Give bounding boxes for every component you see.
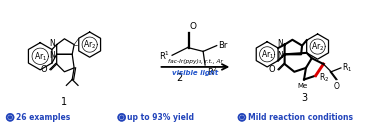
Circle shape <box>239 114 245 121</box>
Text: Ar$_2$: Ar$_2$ <box>311 40 324 53</box>
Text: fac-Ir(ppy)₃, r.t., Ar: fac-Ir(ppy)₃, r.t., Ar <box>168 59 223 64</box>
Text: Me: Me <box>297 83 307 89</box>
Text: 3: 3 <box>301 93 307 103</box>
Text: O: O <box>40 65 47 74</box>
Text: Br: Br <box>218 41 227 50</box>
Text: 26 examples: 26 examples <box>16 113 70 122</box>
Text: N: N <box>277 39 283 48</box>
Circle shape <box>118 114 125 121</box>
Text: up to 93% yield: up to 93% yield <box>127 113 195 122</box>
Circle shape <box>9 116 12 119</box>
Text: R$^2$: R$^2$ <box>207 66 218 78</box>
Circle shape <box>7 114 14 121</box>
Text: O: O <box>334 82 340 91</box>
Text: 1: 1 <box>61 97 68 107</box>
Text: N: N <box>277 51 283 60</box>
Circle shape <box>7 114 14 121</box>
Text: 2: 2 <box>177 73 183 83</box>
Circle shape <box>239 114 245 121</box>
Text: R$_2$: R$_2$ <box>319 71 329 84</box>
Text: O: O <box>268 65 275 74</box>
Text: N: N <box>49 51 55 60</box>
Text: Ar$_1$: Ar$_1$ <box>34 50 47 63</box>
Circle shape <box>118 114 125 121</box>
Text: Ar$_1$: Ar$_1$ <box>260 48 274 61</box>
Circle shape <box>240 116 243 119</box>
Text: Ar$_2$: Ar$_2$ <box>83 38 96 51</box>
Text: Mild reaction conditions: Mild reaction conditions <box>248 113 353 122</box>
Text: O: O <box>189 22 197 31</box>
Text: R$_1$: R$_1$ <box>342 62 352 74</box>
Text: visible light: visible light <box>172 70 218 76</box>
Circle shape <box>120 116 123 119</box>
Text: R$^1$: R$^1$ <box>159 50 170 62</box>
Text: N: N <box>49 39 55 48</box>
